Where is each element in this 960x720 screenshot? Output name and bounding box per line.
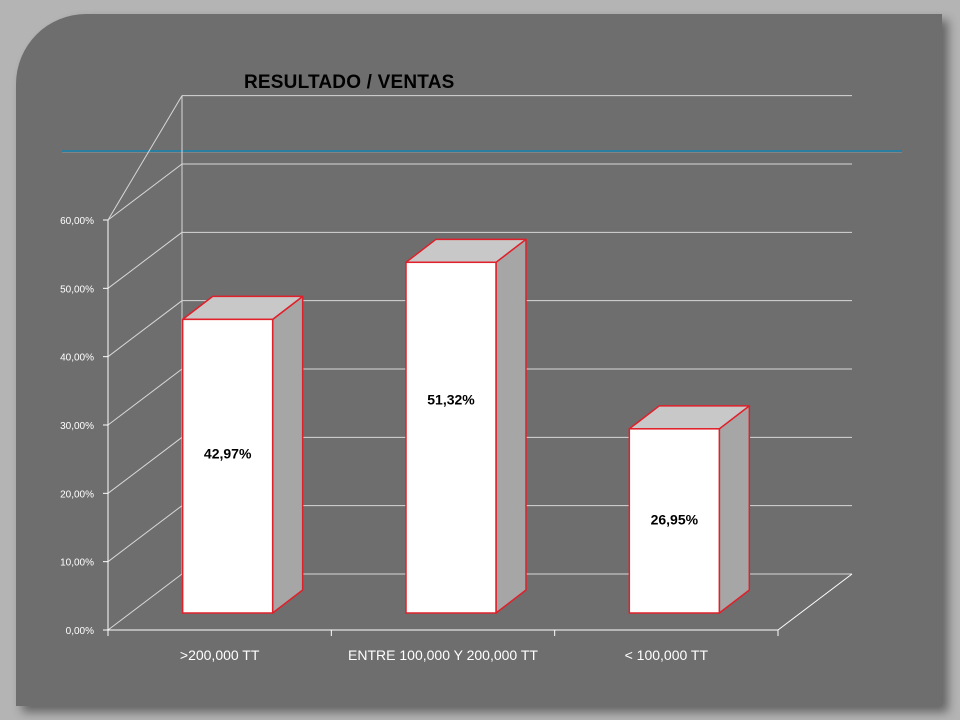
y-tick-label: 30,00% — [60, 421, 94, 432]
floor-edge — [777, 573, 853, 631]
bar-side — [495, 238, 527, 614]
x-category-label: < 100,000 TT — [625, 647, 709, 663]
bar-side — [718, 405, 751, 614]
title-divider — [62, 150, 902, 152]
chart-title: RESULTADO / VENTAS — [244, 72, 455, 93]
x-category-label: ENTRE 100,000 Y 200,000 TT — [348, 647, 538, 663]
bar-value-label: 51,32% — [427, 392, 475, 408]
side-gridline — [107, 95, 183, 221]
side-gridline — [107, 231, 183, 289]
side-gridline — [107, 368, 183, 426]
bar-value-label: 26,95% — [651, 512, 699, 528]
axes: 0,00% 10,00% 20,00% 30,00% 40,00% 50,00% 60,00… — [60, 216, 853, 663]
bar — [405, 238, 527, 614]
bar-side — [271, 295, 304, 614]
y-tick-label: 10,00% — [60, 558, 94, 569]
y-tick-label: 40,00% — [60, 353, 94, 364]
x-category-label: >200,000 TT — [180, 647, 260, 663]
y-tick-label: 50,00% — [60, 284, 94, 295]
side-gridline — [107, 300, 183, 358]
bar — [628, 405, 751, 614]
bars — [181, 238, 751, 614]
y-tick-label: 20,00% — [60, 489, 94, 500]
side-gridline — [107, 436, 183, 494]
labels: 42,97% 51,32% 26,95% — [204, 392, 699, 528]
bar — [181, 295, 304, 614]
y-tick-label: 0,00% — [66, 626, 94, 637]
side-gridline — [107, 505, 183, 563]
bar-front — [405, 261, 497, 614]
y-tick-label: 60,00% — [60, 216, 94, 227]
side-gridline — [107, 163, 183, 221]
bar-value-label: 42,97% — [204, 446, 252, 462]
bar-front — [181, 318, 274, 614]
bar-front — [628, 428, 721, 614]
side-gridline — [107, 573, 183, 631]
